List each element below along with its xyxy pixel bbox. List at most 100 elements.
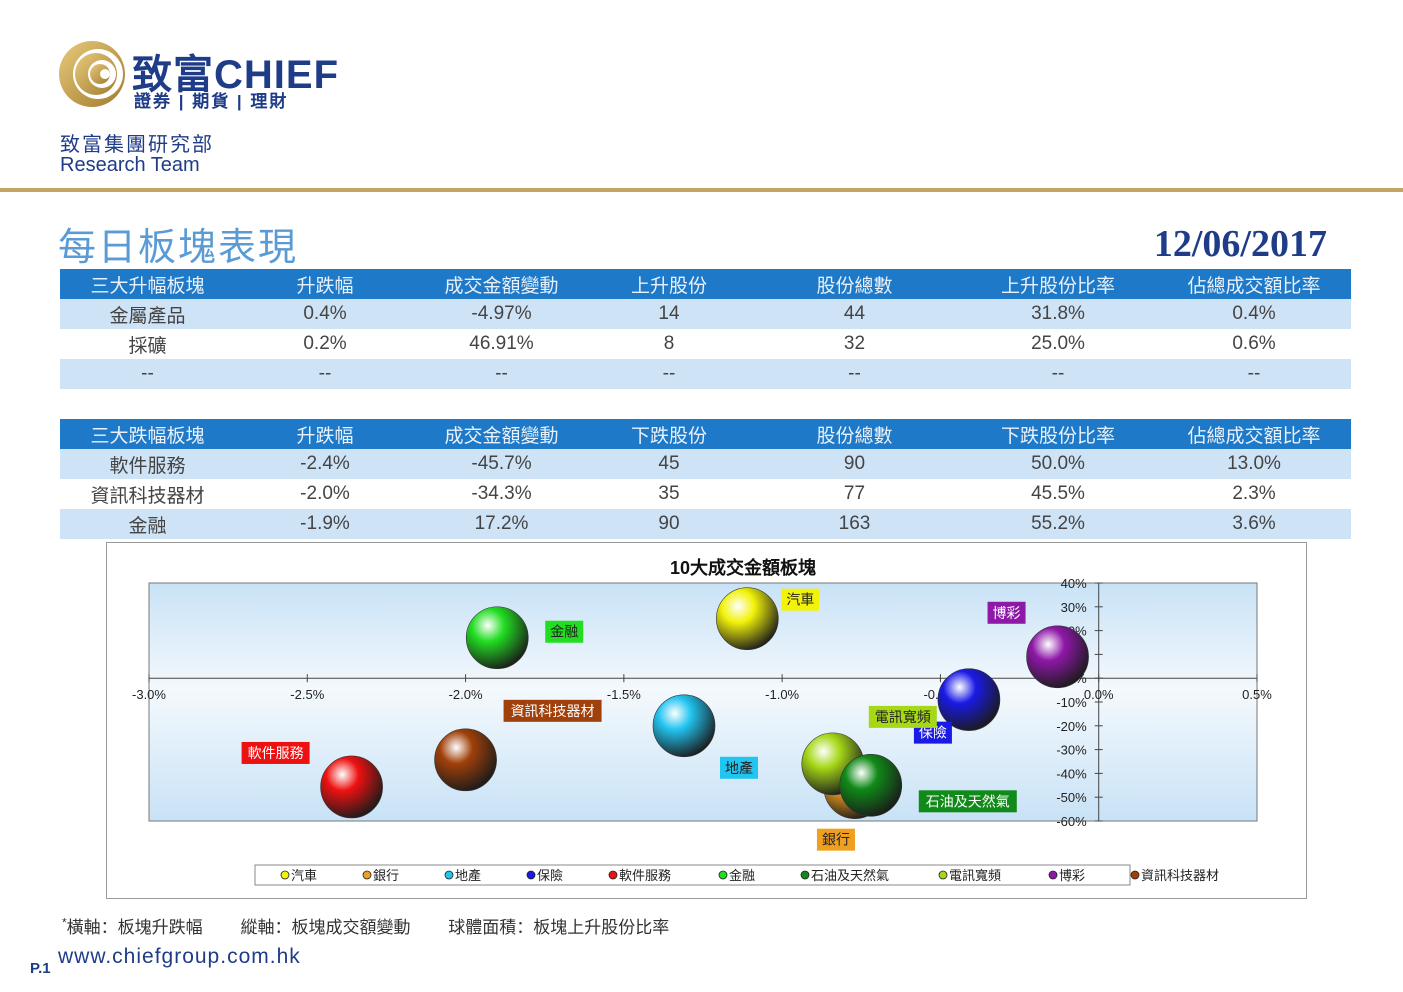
table-cell: -45.7% <box>415 449 588 479</box>
x-tick-label: -2.5% <box>290 687 324 702</box>
table-cell: 0.4% <box>235 299 415 329</box>
legend-label: 地產 <box>455 868 481 883</box>
table-cell: 0.4% <box>1157 299 1351 329</box>
header-cell: 升跌幅 <box>235 269 415 299</box>
page-title: 每日板塊表現 <box>58 216 298 271</box>
x-tick-label: 0.5% <box>1242 687 1272 702</box>
legend-marker <box>939 871 947 879</box>
x-tick-label: -1.5% <box>607 687 641 702</box>
table-cell: 14 <box>588 299 750 329</box>
table-cell: 0.6% <box>1157 329 1351 359</box>
header-cell: 成交金額變動 <box>415 419 588 449</box>
data-label-石油及天然氣: 石油及天然氣 <box>926 793 1010 809</box>
y-tick-label: 40% <box>1061 576 1087 591</box>
footnote-text: 橫軸：板塊升跌幅 縱軸：板塊成交額變動 球體面積：板塊上升股份比率 <box>67 918 670 937</box>
table-cell: 45.5% <box>959 479 1157 509</box>
bubble-資訊科技器材 <box>435 729 497 791</box>
y-tick-label: -20% <box>1056 719 1087 734</box>
table-cell: 8 <box>588 329 750 359</box>
top-losers-table: 三大跌幅板塊 升跌幅 成交金額變動 下跌股份 股份總數 下跌股份比率 佔總成交額… <box>60 419 1351 539</box>
y-tick-label: -30% <box>1056 743 1087 758</box>
legend-label: 資訊科技器材 <box>1141 868 1219 883</box>
table-cell: 軟件服務 <box>60 449 235 479</box>
table-cell: -- <box>1157 359 1351 389</box>
legend-label: 銀行 <box>373 868 399 883</box>
header-cell: 升跌幅 <box>235 419 415 449</box>
table-cell: -- <box>750 359 959 389</box>
table-cell: -34.3% <box>415 479 588 509</box>
legend-marker <box>445 871 453 879</box>
header-cell: 三大升幅板塊 <box>60 269 235 299</box>
bubble-地產 <box>653 695 715 757</box>
legend-label: 汽車 <box>291 868 317 883</box>
legend-marker <box>1131 871 1139 879</box>
header-cell: 成交金額變動 <box>415 269 588 299</box>
table-cell: 0.2% <box>235 329 415 359</box>
table-cell: 77 <box>750 479 959 509</box>
table-cell: 90 <box>750 449 959 479</box>
table-cell: -- <box>588 359 750 389</box>
y-tick-label: 30% <box>1061 600 1087 615</box>
legend-marker <box>801 871 809 879</box>
table-cell: 90 <box>588 509 750 539</box>
legend-marker <box>719 871 727 879</box>
table-cell: -- <box>415 359 588 389</box>
header-divider <box>0 188 1403 192</box>
page-number: P.1 <box>30 960 51 977</box>
table-cell: -- <box>60 359 235 389</box>
logo-swirl-icon <box>56 38 136 110</box>
legend-label: 電訊寬頻 <box>949 868 1001 883</box>
table-cell: 31.8% <box>959 299 1157 329</box>
data-label-地產: 地產 <box>725 760 753 776</box>
header-cell: 股份總數 <box>750 419 959 449</box>
page-date: 12/06/2017 <box>1154 222 1327 266</box>
bubble-博彩 <box>1027 626 1089 688</box>
data-label-電訊寬頻: 電訊寬頻 <box>875 709 931 725</box>
table-cell: 35 <box>588 479 750 509</box>
top-gainers-table: 三大升幅板塊 升跌幅 成交金額變動 上升股份 股份總數 上升股份比率 佔總成交額… <box>60 269 1351 389</box>
legend-label: 保險 <box>537 868 563 883</box>
table-cell: 55.2% <box>959 509 1157 539</box>
legend-marker <box>1049 871 1057 879</box>
bubble-汽車 <box>716 588 778 650</box>
brand-tagline: 證券 | 期貨 | 理財 <box>134 87 288 112</box>
header-cell: 下跌股份比率 <box>959 419 1157 449</box>
table-cell: -1.9% <box>235 509 415 539</box>
table-cell: 32 <box>750 329 959 359</box>
chart-frame: 10大成交金額板塊 -3.0%-2.5%-2.0%-1.5%-1.0%-0.5%… <box>106 542 1307 899</box>
y-tick-label: -60% <box>1056 814 1087 829</box>
data-label-博彩: 博彩 <box>993 605 1021 621</box>
header-cell: 佔總成交額比率 <box>1157 269 1351 299</box>
axis-footnote: *橫軸：板塊升跌幅 縱軸：板塊成交額變動 球體面積：板塊上升股份比率 <box>62 913 669 938</box>
x-tick-label: 0.0% <box>1084 687 1114 702</box>
table-cell: -2.4% <box>235 449 415 479</box>
bubble-石油及天然氣 <box>840 754 902 816</box>
y-tick-label: -50% <box>1056 790 1087 805</box>
website-link[interactable]: www.chiefgroup.com.hk <box>58 945 301 969</box>
x-tick-label: -1.0% <box>765 687 799 702</box>
table-cell: 金融 <box>60 509 235 539</box>
legend-label: 金融 <box>729 868 755 883</box>
table-row: 採礦 0.2% 46.91% 8 32 25.0% 0.6% <box>60 329 1351 359</box>
bubble-保險 <box>938 669 1000 731</box>
table-cell: 金屬產品 <box>60 299 235 329</box>
header-cell: 上升股份 <box>588 269 750 299</box>
sector-bubble-chart: 10大成交金額板塊 -3.0%-2.5%-2.0%-1.5%-1.0%-0.5%… <box>107 543 1306 898</box>
header-cell: 三大跌幅板塊 <box>60 419 235 449</box>
data-label-金融: 金融 <box>550 624 578 640</box>
table-header-row: 三大升幅板塊 升跌幅 成交金額變動 上升股份 股份總數 上升股份比率 佔總成交額… <box>60 269 1351 299</box>
x-tick-label: -3.0% <box>132 687 166 702</box>
table-cell: -- <box>959 359 1157 389</box>
legend-label: 博彩 <box>1059 868 1085 883</box>
table-cell: -- <box>235 359 415 389</box>
legend-label: 軟件服務 <box>619 868 671 883</box>
x-tick-label: -2.0% <box>449 687 483 702</box>
legend-marker <box>281 871 289 879</box>
legend-marker <box>363 871 371 879</box>
bubble-軟件服務 <box>321 756 383 818</box>
table-row: 資訊科技器材 -2.0% -34.3% 35 77 45.5% 2.3% <box>60 479 1351 509</box>
data-label-汽車: 汽車 <box>786 592 814 608</box>
team-name-cn: 致富集團研究部 <box>60 128 214 157</box>
header-cell: 上升股份比率 <box>959 269 1157 299</box>
table-cell: 46.91% <box>415 329 588 359</box>
